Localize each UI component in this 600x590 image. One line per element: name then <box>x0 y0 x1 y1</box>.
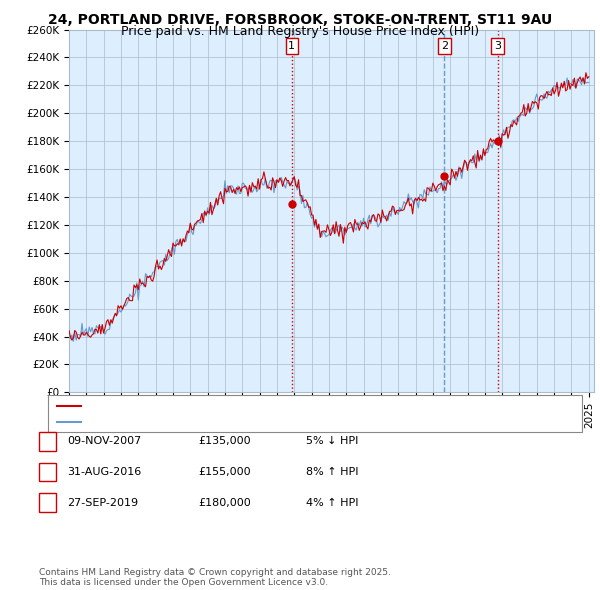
Text: 8% ↑ HPI: 8% ↑ HPI <box>306 467 359 477</box>
Text: 27-SEP-2019: 27-SEP-2019 <box>67 498 139 507</box>
Text: 1: 1 <box>289 41 295 51</box>
Text: £135,000: £135,000 <box>198 437 251 446</box>
Text: 24, PORTLAND DRIVE, FORSBROOK, STOKE-ON-TRENT, ST11 9AU: 24, PORTLAND DRIVE, FORSBROOK, STOKE-ON-… <box>48 13 552 27</box>
Text: Price paid vs. HM Land Registry's House Price Index (HPI): Price paid vs. HM Land Registry's House … <box>121 25 479 38</box>
Text: 3: 3 <box>494 41 501 51</box>
Text: HPI: Average price, semi-detached house, Staffordshire Moorlands: HPI: Average price, semi-detached house,… <box>85 417 432 427</box>
Text: 1: 1 <box>44 435 51 448</box>
Text: £155,000: £155,000 <box>198 467 251 477</box>
Text: 2: 2 <box>44 466 51 478</box>
Text: 5% ↓ HPI: 5% ↓ HPI <box>306 437 358 446</box>
Text: 09-NOV-2007: 09-NOV-2007 <box>67 437 142 446</box>
Text: 3: 3 <box>44 496 51 509</box>
Text: 4% ↑ HPI: 4% ↑ HPI <box>306 498 359 507</box>
Text: £180,000: £180,000 <box>198 498 251 507</box>
Text: Contains HM Land Registry data © Crown copyright and database right 2025.
This d: Contains HM Land Registry data © Crown c… <box>39 568 391 587</box>
Text: 2: 2 <box>441 41 448 51</box>
Text: 31-AUG-2016: 31-AUG-2016 <box>67 467 142 477</box>
Text: 24, PORTLAND DRIVE, FORSBROOK, STOKE-ON-TRENT, ST11 9AU (semi-detached house): 24, PORTLAND DRIVE, FORSBROOK, STOKE-ON-… <box>85 401 547 411</box>
